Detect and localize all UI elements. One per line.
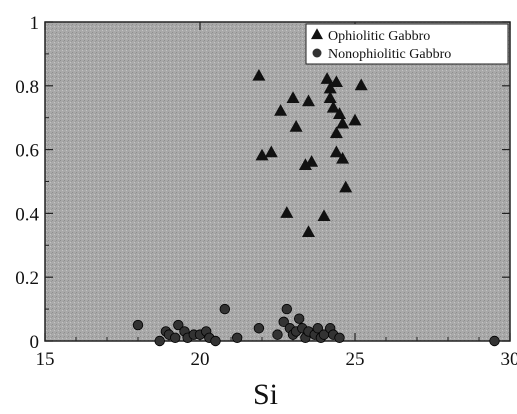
- legend-label-1: Nonophiolitic Gabbro: [328, 47, 451, 62]
- point-nonophiolitic-4: [169, 332, 181, 344]
- point-ophiolitic-6: [289, 120, 303, 132]
- point-ophiolitic-20: [336, 116, 350, 129]
- point-ophiolitic-7: [298, 158, 312, 170]
- x-tick-label: 15: [36, 349, 55, 370]
- x-tick-label: 25: [346, 349, 365, 370]
- y-tick-label: 0.4: [15, 204, 39, 225]
- legend: Ophiolitic Gabbro Nonophiolitic Gabbro: [305, 23, 509, 65]
- y-tick-label: 0.8: [15, 77, 39, 98]
- x-tick-label: 30: [501, 349, 517, 370]
- x-tick-label: 20: [191, 349, 210, 370]
- point-ophiolitic-8: [302, 94, 315, 107]
- point-ophiolitic-22: [339, 180, 353, 193]
- legend-box: [305, 23, 509, 65]
- point-ophiolitic-24: [354, 78, 368, 91]
- legend-circle-icon: [312, 48, 322, 58]
- point-ophiolitic-10: [305, 155, 319, 167]
- point-ophiolitic-15: [326, 100, 340, 113]
- axes: 15 20 25 30 0 0.2 0.4 0.6 0.8 1: [15, 13, 517, 370]
- point-nonophiolitic-15: [253, 323, 265, 334]
- y-tick-label: 0: [30, 332, 40, 353]
- point-ophiolitic-3: [274, 104, 288, 116]
- point-nonophiolitic-12: [210, 335, 221, 347]
- point-ophiolitic-23: [348, 113, 362, 126]
- point-nonophiolitic-5: [173, 319, 184, 331]
- point-nonophiolitic-18: [281, 303, 293, 315]
- point-ophiolitic-11: [317, 209, 331, 222]
- point-nonophiolitic-0: [132, 319, 144, 331]
- point-nonophiolitic-27: [312, 323, 324, 334]
- point-ophiolitic-19: [333, 107, 346, 119]
- point-ophiolitic-4: [280, 206, 294, 218]
- point-nonophiolitic-17: [278, 316, 289, 328]
- point-ophiolitic-1: [255, 148, 269, 161]
- point-ophiolitic-9: [302, 225, 315, 237]
- point-ophiolitic-17: [329, 126, 343, 139]
- point-ophiolitic-16: [329, 75, 343, 88]
- point-nonophiolitic-14: [231, 332, 243, 344]
- y-tick-label: 0.2: [15, 268, 39, 289]
- point-nonophiolitic-22: [294, 313, 305, 324]
- point-ophiolitic-21: [336, 151, 350, 164]
- point-ophiolitic-14: [323, 91, 337, 104]
- point-nonophiolitic-13: [219, 303, 231, 315]
- legend-triangle-icon: [311, 28, 323, 40]
- point-ophiolitic-2: [264, 145, 278, 158]
- point-nonophiolitic-32: [334, 332, 345, 344]
- point-ophiolitic-0: [252, 68, 266, 81]
- point-ophiolitic-13: [323, 81, 337, 94]
- data-points: [132, 68, 500, 347]
- point-ophiolitic-5: [286, 91, 300, 104]
- plot-area: [44, 21, 511, 342]
- y-tick-label: 1: [30, 13, 40, 34]
- x-axis-title: Si: [253, 378, 278, 411]
- point-nonophiolitic-1: [154, 335, 165, 347]
- point-ophiolitic-12: [320, 72, 334, 84]
- legend-label-0: Ophiolitic Gabbro: [328, 29, 430, 44]
- y-tick-label: 0.6: [15, 141, 39, 162]
- point-ophiolitic-18: [329, 145, 343, 158]
- point-nonophiolitic-33: [489, 335, 500, 347]
- point-nonophiolitic-16: [272, 329, 283, 340]
